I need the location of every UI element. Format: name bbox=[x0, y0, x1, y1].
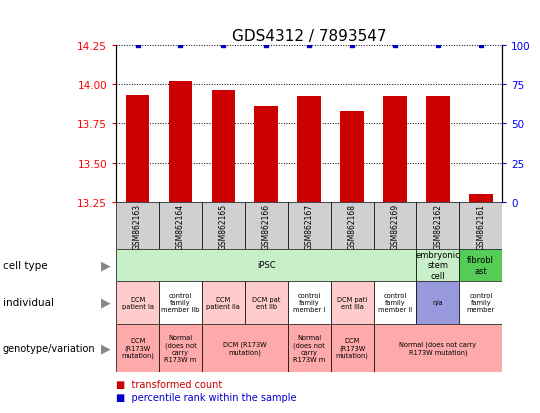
Text: control
family
member: control family member bbox=[467, 292, 495, 313]
Text: GSM862162: GSM862162 bbox=[434, 203, 442, 249]
Text: GSM862168: GSM862168 bbox=[348, 203, 356, 249]
Text: iPSC: iPSC bbox=[257, 261, 275, 270]
Bar bbox=[116, 281, 159, 324]
Bar bbox=[288, 202, 330, 250]
Text: DCM
(R173W
mutation): DCM (R173W mutation) bbox=[121, 337, 154, 358]
Bar bbox=[245, 202, 288, 250]
Bar bbox=[116, 324, 159, 372]
Bar bbox=[340, 112, 364, 202]
Bar bbox=[159, 202, 202, 250]
Bar bbox=[374, 281, 416, 324]
Text: ▶: ▶ bbox=[101, 342, 111, 354]
Text: control
family
member I: control family member I bbox=[293, 292, 325, 313]
Text: n/a: n/a bbox=[433, 299, 443, 306]
Bar bbox=[374, 324, 502, 372]
Text: Normal
(does not
carry
R173W m: Normal (does not carry R173W m bbox=[293, 334, 325, 362]
Bar bbox=[469, 195, 492, 202]
Bar bbox=[330, 281, 374, 324]
Text: ▶: ▶ bbox=[101, 259, 111, 272]
Text: control
family
member II: control family member II bbox=[378, 292, 412, 313]
Bar bbox=[116, 202, 159, 250]
Bar bbox=[460, 202, 502, 250]
Text: GSM862163: GSM862163 bbox=[133, 203, 142, 249]
Text: DCM pat
ent IIb: DCM pat ent IIb bbox=[252, 296, 280, 309]
Bar bbox=[288, 324, 330, 372]
Bar bbox=[212, 91, 235, 202]
Bar bbox=[159, 281, 202, 324]
Text: fibrobl
ast: fibrobl ast bbox=[467, 256, 494, 275]
Text: cell type: cell type bbox=[3, 260, 48, 271]
Text: DCM pati
ent IIIa: DCM pati ent IIIa bbox=[337, 296, 367, 309]
Bar bbox=[374, 202, 416, 250]
Text: ▶: ▶ bbox=[101, 296, 111, 309]
Text: DCM
(R173W
mutation): DCM (R173W mutation) bbox=[336, 337, 368, 358]
Text: GSM862169: GSM862169 bbox=[390, 203, 400, 249]
Title: GDS4312 / 7893547: GDS4312 / 7893547 bbox=[232, 29, 387, 44]
Bar bbox=[126, 96, 150, 202]
Bar bbox=[330, 324, 374, 372]
Bar bbox=[245, 281, 288, 324]
Text: individual: individual bbox=[3, 297, 53, 308]
Bar bbox=[416, 250, 460, 281]
Bar bbox=[202, 202, 245, 250]
Text: DCM
patient Ia: DCM patient Ia bbox=[122, 296, 153, 309]
Text: GSM862166: GSM862166 bbox=[262, 203, 271, 249]
Bar bbox=[460, 250, 502, 281]
Text: Normal (does not carry
R173W mutation): Normal (does not carry R173W mutation) bbox=[399, 341, 476, 355]
Bar bbox=[202, 281, 245, 324]
Text: DCM (R173W
mutation): DCM (R173W mutation) bbox=[223, 341, 267, 355]
Bar bbox=[330, 202, 374, 250]
Bar bbox=[426, 97, 450, 202]
Bar bbox=[460, 281, 502, 324]
Text: control
family
member IIb: control family member IIb bbox=[161, 292, 200, 313]
Bar bbox=[416, 202, 460, 250]
Bar bbox=[416, 281, 460, 324]
Bar bbox=[116, 250, 416, 281]
Text: DCM
patient IIa: DCM patient IIa bbox=[206, 296, 240, 309]
Bar bbox=[383, 97, 407, 202]
Text: GSM862167: GSM862167 bbox=[305, 203, 314, 249]
Bar bbox=[202, 324, 288, 372]
Bar bbox=[159, 324, 202, 372]
Text: embryonic
stem
cell: embryonic stem cell bbox=[415, 251, 460, 280]
Bar bbox=[288, 281, 330, 324]
Bar bbox=[168, 81, 192, 202]
Bar bbox=[298, 97, 321, 202]
Text: GSM862165: GSM862165 bbox=[219, 203, 228, 249]
Text: ■  percentile rank within the sample: ■ percentile rank within the sample bbox=[116, 392, 296, 402]
Text: ■  transformed count: ■ transformed count bbox=[116, 379, 222, 389]
Text: GSM862161: GSM862161 bbox=[476, 203, 485, 249]
Text: genotype/variation: genotype/variation bbox=[3, 343, 96, 353]
Text: GSM862164: GSM862164 bbox=[176, 203, 185, 249]
Bar bbox=[254, 107, 278, 202]
Text: Normal
(does not
carry
R173W m: Normal (does not carry R173W m bbox=[164, 334, 197, 362]
